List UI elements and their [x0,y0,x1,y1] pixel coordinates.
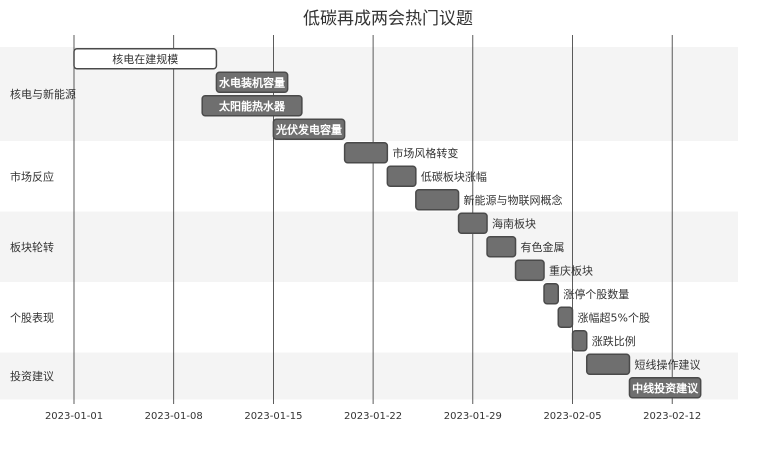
x-tick-label: 2023-02-12 [643,411,701,422]
x-tick-label: 2023-02-05 [543,411,601,422]
task-label: 中线投资建议 [632,381,699,395]
task-label: 低碳板块涨幅 [421,169,487,183]
section-band [0,211,738,282]
task-label: 核电在建规模 [112,52,178,66]
task-label: 市场风格转变 [392,146,458,160]
section-label: 个股表现 [10,310,54,324]
task-label: 光伏发电容量 [275,122,342,136]
grid-lines [73,35,673,404]
task-bar [415,189,460,211]
x-tick-label: 2023-01-22 [344,411,402,422]
task-bar [457,212,488,234]
task-bar [486,236,517,258]
x-tick-label: 2023-01-08 [145,411,203,422]
section-label: 核电与新能源 [10,87,76,101]
section-label: 投资建议 [10,369,54,383]
task-bar [215,71,289,93]
task-bar [201,95,303,117]
task-label: 水电装机容量 [219,75,285,89]
section-label: 市场反应 [10,169,54,183]
task-bars: 核电在建规模水电装机容量太阳能热水器光伏发电容量市场风格转变低碳板块涨幅新能源与… [73,48,702,399]
chart-title: 低碳再成两会热门议题 [303,9,473,29]
x-axis-ticks: 2023-01-01 2023-01-08 2023-01-15 2023-01-22… [45,411,701,422]
task-label: 短线操作建议 [634,357,700,371]
task-label: 有色金属 [521,240,565,254]
x-tick-label: 2023-01-29 [444,411,502,422]
task-bar [386,165,417,187]
task-label: 海南板块 [492,216,536,230]
task-bar [557,306,574,328]
task-bar [514,259,545,281]
task-bar [73,48,218,70]
task-label: 涨停个股数量 [563,287,629,301]
task-label: 重庆板块 [549,263,593,277]
task-label: 涨跌比例 [592,334,636,348]
x-tick-label: 2023-01-01 [45,411,103,422]
x-tick-label: 2023-01-15 [244,411,302,422]
task-label: 新能源与物联网概念 [464,193,563,207]
task-bar [571,330,588,352]
section-band [0,282,738,353]
task-bar [543,283,560,305]
task-bar [343,142,389,164]
task-bar [272,118,346,140]
section-label: 板块轮转 [10,240,54,254]
task-label: 涨幅超5%个股 [578,310,650,324]
section-bands [0,47,738,400]
task-bar [585,353,631,375]
task-label: 太阳能热水器 [218,99,286,113]
task-bar [628,377,702,399]
